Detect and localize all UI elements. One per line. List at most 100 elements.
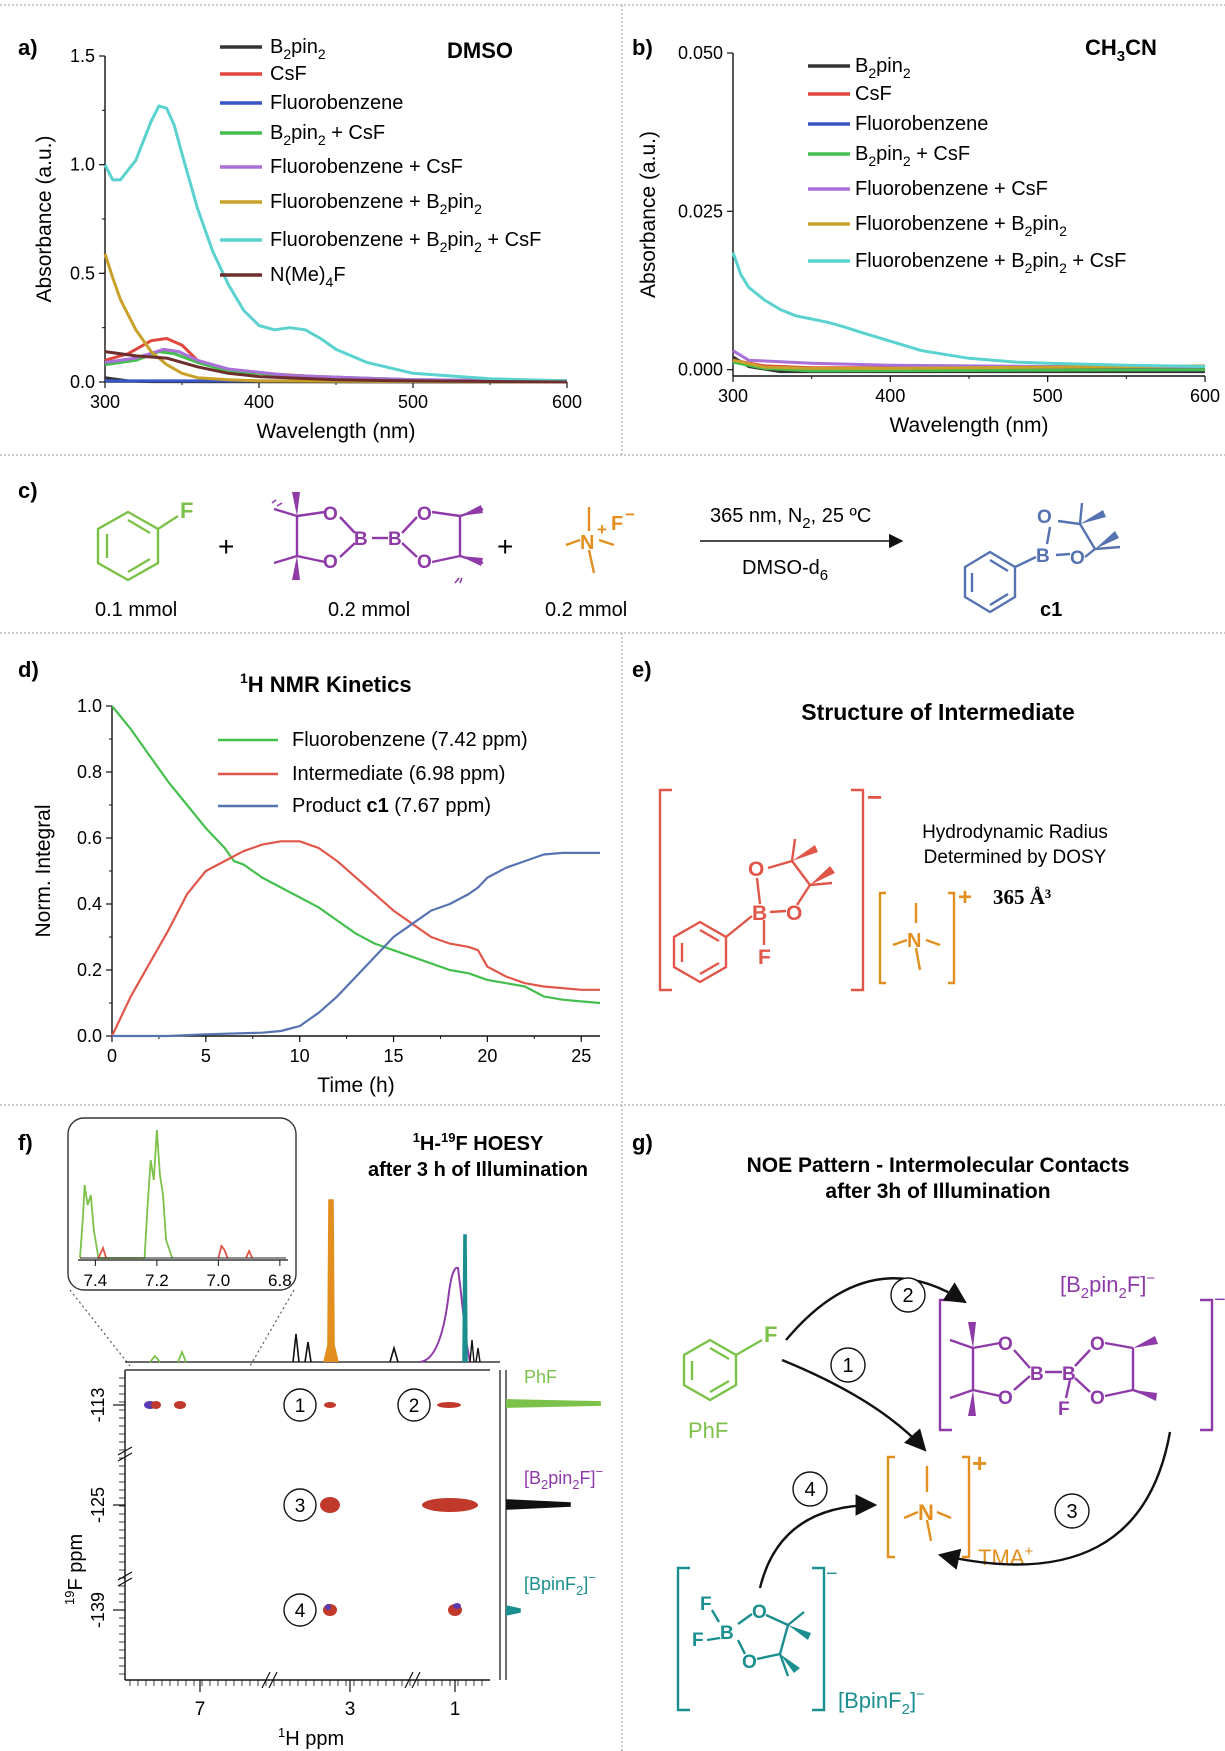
- b2pin2-B2: B: [388, 529, 402, 550]
- g-bpinf2-F1: F: [700, 1594, 712, 1615]
- series-line-a-5: [103, 253, 568, 384]
- hoesy-label-bpinf2: [BpinF2]−: [524, 1570, 596, 1598]
- g-bpinf2-brackets: [676, 1566, 826, 1712]
- panel-a: a) DMSO 300 400 500 600 0.0 0.5 1.0 1.5 Waveleng…: [18, 35, 582, 443]
- hoesy-cross-peak: [174, 1401, 186, 1409]
- g-tma-plus: +: [972, 1448, 987, 1478]
- b2pin2-O1: O: [323, 504, 338, 525]
- legend-b-label: Fluorobenzene + B2pin2 + CsF: [855, 250, 1126, 276]
- b2pin2-B1: B: [354, 529, 368, 550]
- plus-2: +: [497, 531, 513, 562]
- hoesy-top-other: [292, 1333, 399, 1363]
- hoesy-y-tick-label: -139: [88, 1592, 108, 1628]
- g-bpinf2-minus: −: [826, 1563, 838, 1585]
- g-b2pin2f-structure: [949, 1338, 1157, 1400]
- g-tma-label: TMA+: [978, 1543, 1033, 1570]
- b2pin2-O4: O: [417, 552, 432, 573]
- g-b2pin2f-wedge-4: [1133, 1390, 1157, 1401]
- hoesy-cross-peak: [151, 1401, 161, 1409]
- legend-a-label: Fluorobenzene + B2pin2: [270, 191, 482, 217]
- g-b2pin2f-O1: O: [998, 1334, 1013, 1355]
- inset-tick-label: 7.2: [145, 1271, 169, 1290]
- y-tick-label-d: 0.6: [77, 828, 102, 848]
- hoesy-y-break: [117, 1571, 133, 1581]
- y-tick-label-a: 0.0: [70, 372, 95, 392]
- x-tick-label-a: 600: [552, 392, 582, 412]
- tmaf-F-atom: F: [611, 513, 623, 535]
- g-bpinf2-wedge-1: [788, 1625, 811, 1640]
- panel-letter-d: d): [18, 657, 39, 682]
- legend-a-label: N(Me)4F: [270, 264, 346, 290]
- x-tick-label-b: 400: [875, 386, 905, 406]
- g-b2pin2f-wedge-1: [968, 1322, 976, 1348]
- y-tick-label-b: 0.025: [678, 201, 723, 221]
- noe-circle-2: [890, 1277, 926, 1313]
- reaction-solvent: DMSO-d6: [742, 557, 828, 584]
- legend-a-label: B2pin2 + CsF: [270, 122, 385, 148]
- series-line-d-0: [111, 705, 601, 1005]
- series-line-b-6: [731, 251, 1206, 368]
- x-tick-label-a: 300: [90, 392, 120, 412]
- y-tick-label-b: 0.000: [678, 360, 723, 380]
- b2pin2-structure: [273, 507, 484, 565]
- reaction-conditions: 365 nm, N2, 25 ºC: [710, 505, 871, 532]
- series-line-a-6: [103, 104, 568, 383]
- legend-a-label: B2pin2: [270, 36, 326, 62]
- b2pin2-O2: O: [323, 552, 338, 573]
- series-line-a-7: [104, 350, 568, 384]
- intermediate-wedge-2: [810, 866, 835, 885]
- noe-circle-label-4: 4: [804, 1479, 815, 1501]
- hoesy-x-break: [404, 1671, 414, 1689]
- tmaf-structure: [565, 507, 615, 574]
- legend-b-label: B2pin2: [855, 55, 911, 81]
- x-tick-label-a: 500: [398, 392, 428, 412]
- intermediate-F: F: [758, 946, 771, 969]
- g-b2pin2f-F: F: [1058, 1399, 1070, 1420]
- hoesy-y-tick-label: -125: [88, 1487, 108, 1523]
- x-tick-label-b: 300: [718, 386, 748, 406]
- legend-d-label: Fluorobenzene (7.42 ppm): [292, 729, 528, 751]
- panel-f: f) 1H-19F HOESY after 3 h of Illuminatio…: [18, 1117, 603, 1750]
- x-tick-label-d: 15: [384, 1046, 404, 1066]
- hoesy-circle-2: [397, 1388, 431, 1422]
- noe-circle-label-2: 2: [902, 1285, 913, 1307]
- hoesy-right-bpinf2: [505, 1605, 521, 1616]
- legend-d: Fluorobenzene (7.42 ppm) Intermediate (6.…: [218, 729, 528, 817]
- hoesy-x-tick-label: 3: [345, 1699, 356, 1720]
- product-O1: O: [1037, 507, 1052, 528]
- y-axis-label-d: Norm. Integral: [32, 804, 55, 937]
- inset-zoom-line-left: [69, 1289, 131, 1367]
- panel-f-title-1: 1H-19F HOESY: [413, 1130, 544, 1155]
- noe-circle-4: [792, 1471, 828, 1507]
- inset-phf-peaks: [79, 1129, 174, 1259]
- amount-b2pin2: 0.2 mmol: [328, 599, 410, 621]
- x-tick-label-d: 5: [201, 1046, 211, 1066]
- legend-a-label: Fluorobenzene: [270, 92, 403, 114]
- hoesy-y-break: [117, 1446, 133, 1456]
- panel-letter-g: g): [632, 1130, 653, 1155]
- fluorobenzene-structure: [96, 510, 179, 582]
- hoesy-circle-3: [283, 1488, 317, 1522]
- y-tick-label-d: 0.0: [77, 1026, 102, 1046]
- panel-letter-f: f): [18, 1130, 33, 1155]
- intermediate-minus: −: [867, 782, 882, 812]
- panel-d: d) 1H NMR Kinetics 0 5 10 15 20 25 0.0 0.2 0.4 0.…: [18, 657, 601, 1097]
- g-bpinf2-label: [BpinF2]−: [838, 1686, 925, 1718]
- series-line-d-1: [111, 840, 600, 1037]
- hoesy-cross-peak: [320, 1497, 340, 1513]
- hoesy-cross-peak: [422, 1498, 478, 1512]
- hoesy-x-break: [268, 1671, 278, 1689]
- noe-circle-3: [1054, 1493, 1090, 1529]
- series-line-b-5: [732, 358, 1206, 370]
- intermediate-brackets: [658, 788, 865, 992]
- legend-a-label: Fluorobenzene + CsF: [270, 156, 463, 178]
- legend-b-label: Fluorobenzene + B2pin2: [855, 213, 1067, 239]
- amount-tmaf: 0.2 mmol: [545, 599, 627, 621]
- g-b2pin2f-wedge-3: [1133, 1336, 1158, 1348]
- y-tick-label-a: 0.5: [70, 263, 95, 283]
- panel-e-title: Structure of Intermediate: [801, 699, 1075, 725]
- product-wedge-2: [1095, 531, 1119, 549]
- noe-circle-label-3: 3: [1066, 1501, 1077, 1523]
- hoesy-label-b2pin2f: [B2pin2F]−: [524, 1464, 603, 1492]
